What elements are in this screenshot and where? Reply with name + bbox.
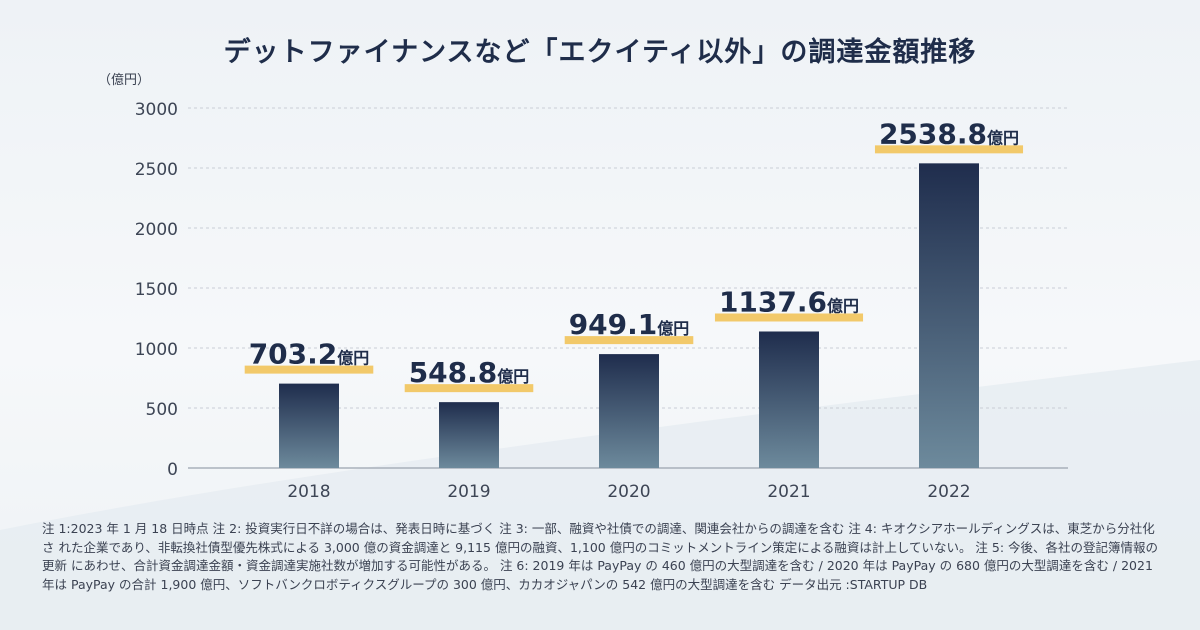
y-tick-label: 3000	[135, 100, 178, 120]
y-tick-label: 500	[146, 400, 178, 420]
label-highlight	[404, 384, 534, 393]
svg-text:949.1億円: 949.1億円	[569, 308, 690, 341]
y-tick-label: 1500	[135, 280, 178, 300]
data-label-2021: 1137.6億円	[714, 285, 864, 322]
y-tick-label: 1000	[135, 340, 178, 360]
label-highlight	[714, 313, 864, 322]
x-tick-label: 2021	[767, 482, 810, 502]
y-tick-label: 2000	[135, 220, 178, 240]
bar-2019	[439, 402, 499, 468]
bar-chart: （億円） 0 500 1000 1500 2000 2500 3000 2018 2019 20…	[98, 72, 1068, 502]
label-highlight	[874, 145, 1024, 154]
y-axis-label: （億円）	[98, 72, 150, 88]
label-highlight	[244, 365, 374, 374]
x-tick-label: 2019	[447, 482, 490, 502]
x-tick-label: 2020	[607, 482, 650, 502]
bar-2018	[279, 383, 339, 468]
data-label-2022: 2538.8億円	[874, 117, 1024, 154]
data-label-2018: 703.2億円	[244, 338, 374, 374]
y-tick-label: 0	[167, 460, 178, 480]
svg-text:2538.8億円: 2538.8億円	[879, 117, 1019, 150]
bar-2022	[919, 163, 979, 468]
label-highlight	[564, 336, 694, 345]
svg-text:548.8億円: 548.8億円	[409, 356, 530, 389]
data-label-2019: 548.8億円	[404, 356, 534, 393]
data-label-2020: 949.1億円	[564, 308, 694, 345]
chart-title: デットファイナンスなど「エクイティ以外」の調達金額推移	[223, 37, 977, 68]
x-tick-label: 2018	[287, 482, 330, 502]
svg-text:703.2億円: 703.2億円	[249, 338, 370, 371]
bar-2021	[759, 331, 819, 468]
x-tick-label: 2022	[927, 482, 970, 502]
svg-text:1137.6億円: 1137.6億円	[719, 285, 859, 318]
bar-2020	[599, 354, 659, 468]
footnotes: 注 1:2023 年 1 月 18 日時点 注 2: 投資実行日不詳の場合は、発…	[42, 521, 1159, 592]
y-tick-label: 2500	[135, 160, 178, 180]
